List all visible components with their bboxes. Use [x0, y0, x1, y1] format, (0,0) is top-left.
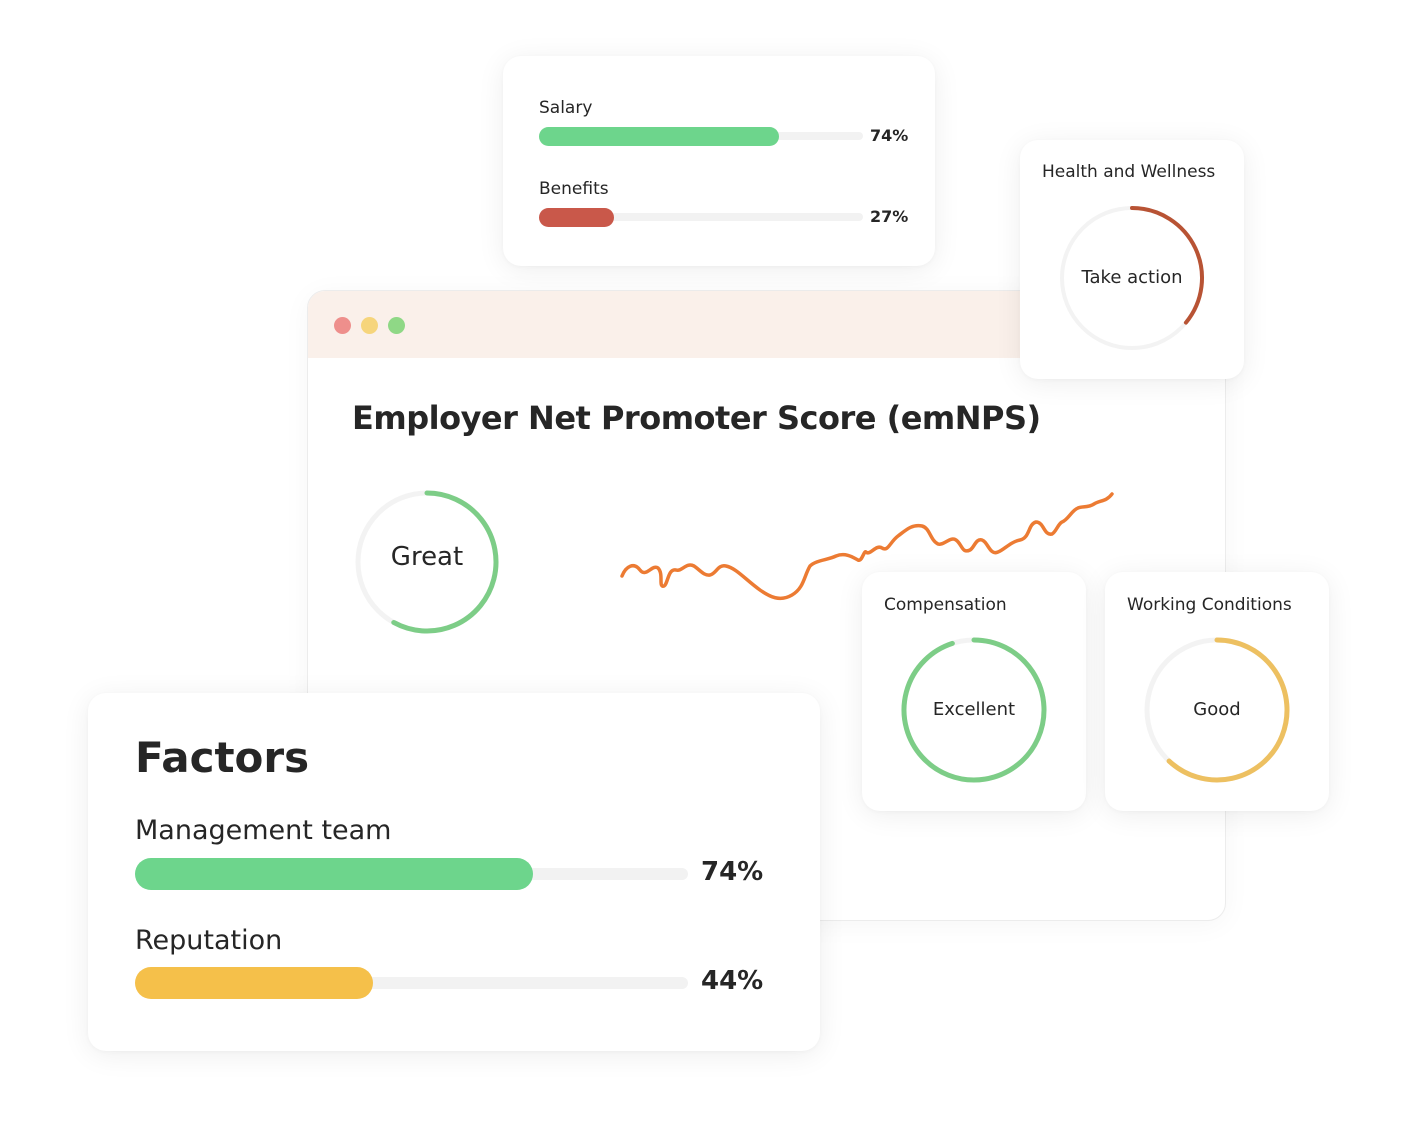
emnps-gauge: [355, 490, 499, 634]
management-team-percent: 74%: [701, 857, 764, 887]
benefits-bar: [539, 208, 863, 227]
salary-bar: [539, 127, 863, 146]
compensation-card: Compensation Excellent: [862, 572, 1086, 811]
reputation-label: Reputation: [135, 925, 283, 956]
reputation-bar: [135, 967, 688, 999]
gauge-arc: [1130, 206, 1204, 325]
page-title: Employer Net Promoter Score (emNPS): [352, 399, 1041, 437]
gauge-arc: [391, 490, 499, 634]
management-team-label: Management team: [135, 815, 392, 846]
emnps-gauge-label: Great: [390, 542, 464, 572]
factors-card: Factors Management team 74% Reputation 4…: [88, 693, 820, 1051]
salary-label: Salary: [539, 98, 593, 118]
compensation-gauge-label: Excellent: [932, 699, 1016, 720]
compensation-card-title: Compensation: [884, 595, 1007, 615]
window-maximize-button[interactable]: [388, 317, 405, 334]
reputation-bar-fill: [135, 967, 373, 999]
benefits-percent: 27%: [870, 207, 909, 226]
working-conditions-gauge: [1144, 637, 1290, 783]
factors-title: Factors: [135, 733, 310, 782]
health-gauge-label: Take action: [1081, 267, 1183, 288]
management-team-bar: [135, 858, 688, 890]
gauge-arc: [901, 637, 1047, 783]
trend-line: [620, 492, 1114, 601]
working-conditions-card: Working Conditions Good: [1105, 572, 1329, 811]
health-card-title: Health and Wellness: [1042, 162, 1216, 182]
management-team-bar-fill: [135, 858, 534, 890]
health-gauge: [1060, 206, 1204, 350]
working-conditions-card-title: Working Conditions: [1127, 595, 1292, 615]
salary-percent: 74%: [870, 126, 909, 145]
benefits-bar-fill: [539, 208, 614, 227]
window-minimize-button[interactable]: [361, 317, 378, 334]
health-wellness-card: Health and Wellness Take action: [1020, 140, 1244, 379]
window-close-button[interactable]: [334, 317, 351, 334]
salary-benefits-card: Salary 74% Benefits 27%: [503, 56, 935, 266]
working-conditions-gauge-label: Good: [1193, 699, 1241, 720]
compensation-gauge: [901, 637, 1047, 783]
salary-bar-fill: [539, 127, 779, 146]
reputation-percent: 44%: [701, 966, 764, 996]
benefits-label: Benefits: [539, 179, 609, 199]
gauge-arc: [1166, 637, 1290, 783]
